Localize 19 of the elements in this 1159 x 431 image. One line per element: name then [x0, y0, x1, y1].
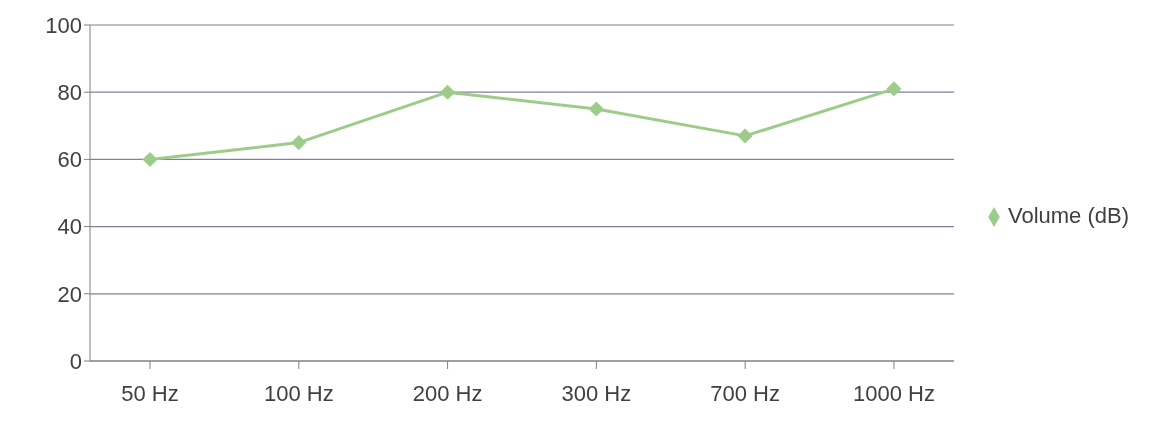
- point: [142, 151, 158, 167]
- x-tick-label: 50 Hz: [121, 380, 179, 406]
- y-tick-label: 80: [57, 80, 82, 106]
- x-tick-label: 300 Hz: [561, 380, 632, 406]
- y-tick-label: 0: [69, 348, 82, 374]
- x-tick-label: 700 Hz: [710, 380, 781, 406]
- x-tick-label: 100 Hz: [263, 380, 334, 406]
- point: [440, 84, 456, 100]
- legend-label: Volume (dB): [1007, 202, 1129, 228]
- point: [886, 81, 902, 97]
- y-tick-label: 40: [57, 214, 82, 240]
- y-tick-label: 20: [57, 281, 82, 307]
- point: [291, 135, 307, 151]
- point: [737, 128, 753, 144]
- y-tick-label: 60: [57, 147, 82, 173]
- x-tick-label: 200 Hz: [412, 380, 483, 406]
- point: [588, 101, 604, 117]
- x-tick-label: 1000 Hz: [852, 380, 935, 406]
- y-tick-label: 100: [45, 12, 82, 38]
